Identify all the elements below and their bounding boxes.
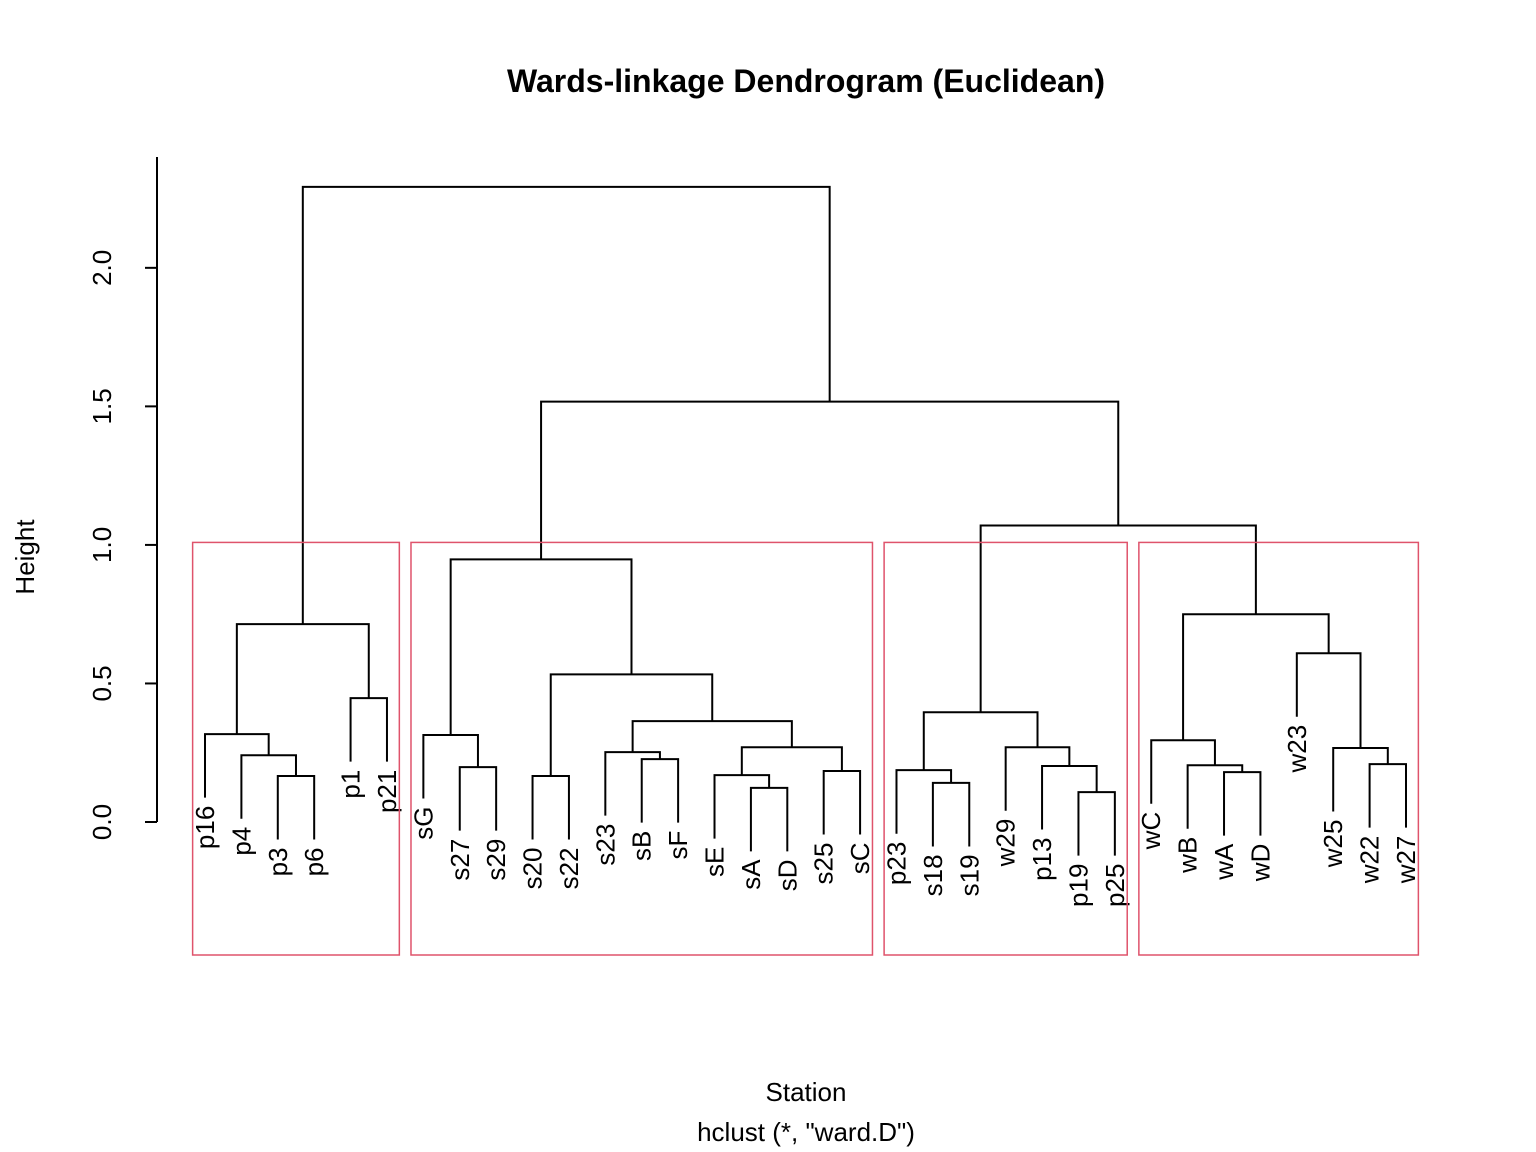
- leaf-label: p23: [881, 842, 911, 885]
- cluster-box: [1138, 541, 1420, 956]
- leaf-label: p25: [1100, 864, 1130, 907]
- cluster-box: [883, 541, 1128, 956]
- merge-link: [1004, 746, 1071, 811]
- leaf-label: s18: [918, 854, 948, 896]
- merge-link: [240, 754, 297, 819]
- merge-link: [895, 769, 953, 834]
- merge-link: [235, 623, 370, 735]
- merge-link: [931, 781, 971, 847]
- merge-link: [1150, 739, 1216, 804]
- merge-link: [713, 774, 771, 839]
- merge-link: [749, 786, 789, 852]
- merge-link: [301, 185, 831, 625]
- leaf-label: p1: [336, 770, 366, 799]
- merge-link: [979, 524, 1257, 713]
- merge-link: [1041, 765, 1098, 830]
- merge-link: [1332, 747, 1389, 812]
- leaf-label: p4: [226, 827, 256, 856]
- leaf-label: s19: [954, 854, 984, 896]
- merge-link: [1077, 791, 1116, 856]
- merge-link: [1186, 764, 1244, 829]
- merge-link: [422, 733, 479, 799]
- leaf-label: sF: [663, 831, 693, 860]
- leaf-label: w29: [991, 819, 1021, 868]
- leaf-label: sC: [845, 843, 875, 875]
- merge-link: [204, 733, 270, 798]
- merge-link: [1182, 613, 1330, 741]
- x-axis-label: Station: [766, 1077, 847, 1107]
- merge-link: [540, 400, 1120, 560]
- leaf-label: sG: [408, 807, 438, 840]
- leaf-label: p13: [1027, 838, 1057, 881]
- merge-link: [740, 746, 843, 776]
- leaf-label: s20: [518, 848, 548, 890]
- merge-link: [349, 697, 388, 762]
- leaf-label: w27: [1391, 836, 1421, 885]
- cluster-box: [191, 541, 401, 956]
- leaf-label: sD: [772, 859, 802, 891]
- y-tick-label: 0.5: [87, 665, 117, 701]
- leaf-label: w25: [1318, 820, 1348, 869]
- merge-link: [604, 751, 661, 816]
- leaf-label: s22: [554, 848, 584, 890]
- leaf-label: s23: [590, 824, 620, 866]
- leaf-label: wA: [1209, 843, 1239, 881]
- leaf-label: sB: [627, 831, 657, 861]
- leaf-label: sE: [700, 847, 730, 877]
- leaf-label: w22: [1355, 836, 1385, 885]
- subtitle: hclust (*, "ward.D"): [697, 1117, 915, 1147]
- merge-link: [640, 758, 680, 823]
- y-tick-label: 1.5: [87, 388, 117, 424]
- merge-link: [531, 775, 570, 840]
- leaf-label: wD: [1245, 844, 1275, 883]
- leaf-label: p16: [190, 806, 220, 849]
- merge-link: [631, 720, 793, 753]
- y-tick-label: 0.0: [87, 804, 117, 840]
- y-tick-label: 1.0: [87, 527, 117, 563]
- leaf-label: p19: [1063, 864, 1093, 907]
- merge-link: [449, 558, 633, 735]
- leaf-label: sA: [736, 859, 766, 890]
- cluster-box: [410, 541, 874, 956]
- leaf-label: s25: [809, 843, 839, 885]
- y-axis-label: Height: [10, 519, 40, 595]
- merge-link: [1223, 771, 1262, 836]
- leaf-label: wC: [1136, 812, 1166, 851]
- merge-link: [276, 775, 316, 840]
- leaf-label: s29: [481, 839, 511, 881]
- merge-link: [922, 711, 1039, 771]
- chart-title: Wards-linkage Dendrogram (Euclidean): [507, 63, 1105, 99]
- leaf-label: w23: [1282, 725, 1312, 774]
- leaf-label: s27: [445, 839, 475, 881]
- merge-link: [458, 766, 498, 831]
- merge-link: [1368, 763, 1407, 828]
- leaf-label: p21: [372, 770, 402, 813]
- merge-link: [1295, 652, 1362, 749]
- leaf-label: p3: [263, 848, 293, 877]
- y-tick-label: 2.0: [87, 250, 117, 286]
- merge-link: [822, 770, 862, 835]
- leaf-label: wB: [1173, 837, 1203, 874]
- merge-link: [549, 673, 714, 777]
- leaf-label: p6: [299, 848, 329, 877]
